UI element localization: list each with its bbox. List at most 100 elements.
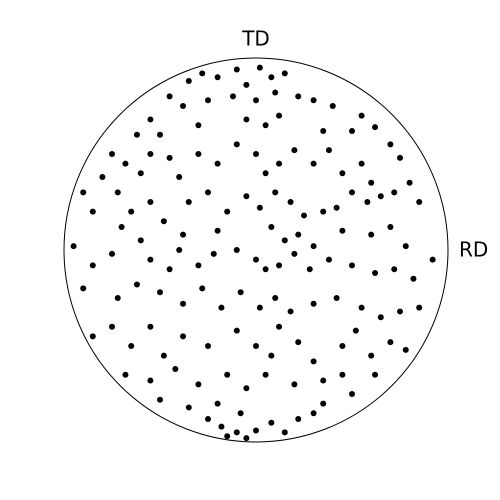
point xyxy=(243,116,250,123)
point xyxy=(195,122,202,129)
point xyxy=(99,174,106,181)
point xyxy=(262,122,269,129)
point xyxy=(253,256,259,263)
point xyxy=(185,199,192,205)
point xyxy=(233,429,240,436)
point xyxy=(180,231,187,238)
right-label: RD xyxy=(459,238,488,262)
point xyxy=(291,147,298,154)
point xyxy=(276,160,283,167)
point xyxy=(387,223,394,230)
point xyxy=(256,204,263,211)
point xyxy=(387,339,394,346)
point xyxy=(147,199,154,205)
point xyxy=(272,189,279,196)
point xyxy=(253,427,259,434)
point xyxy=(166,93,173,100)
point xyxy=(368,352,375,359)
point xyxy=(133,281,140,288)
point xyxy=(291,250,298,257)
point xyxy=(295,231,302,238)
point xyxy=(320,208,327,215)
point xyxy=(205,415,211,422)
point xyxy=(147,323,154,330)
point xyxy=(237,410,244,417)
point xyxy=(89,208,96,215)
point xyxy=(306,266,313,273)
point xyxy=(368,179,375,186)
point xyxy=(268,74,275,81)
point xyxy=(180,300,187,307)
point xyxy=(89,262,96,269)
point xyxy=(268,419,275,426)
point xyxy=(301,212,307,219)
point xyxy=(406,179,413,186)
point xyxy=(349,127,355,134)
point xyxy=(180,333,187,340)
point xyxy=(268,223,275,230)
point xyxy=(128,343,135,349)
point xyxy=(349,391,355,397)
point xyxy=(224,208,231,215)
point xyxy=(281,70,288,77)
point xyxy=(262,371,269,378)
point xyxy=(276,112,283,119)
point xyxy=(147,116,154,123)
point xyxy=(137,237,144,244)
point xyxy=(276,262,283,269)
point xyxy=(339,170,346,177)
point xyxy=(281,429,288,436)
point xyxy=(160,218,167,225)
point xyxy=(333,295,340,301)
point xyxy=(243,81,250,88)
point xyxy=(310,160,317,167)
point xyxy=(397,308,403,315)
point xyxy=(157,396,163,403)
point xyxy=(325,147,332,154)
point xyxy=(253,343,259,349)
point xyxy=(224,433,231,440)
point xyxy=(205,189,211,196)
point xyxy=(243,435,250,442)
point xyxy=(358,112,365,119)
point xyxy=(233,66,240,73)
point xyxy=(109,250,115,257)
point xyxy=(243,193,250,200)
point xyxy=(377,314,384,321)
point xyxy=(137,170,144,177)
point xyxy=(387,141,394,148)
point xyxy=(358,160,365,167)
point xyxy=(214,227,221,234)
point xyxy=(352,327,359,334)
point xyxy=(109,151,115,157)
point xyxy=(185,404,192,411)
point xyxy=(229,93,236,100)
point xyxy=(372,270,379,277)
point xyxy=(402,346,409,353)
point xyxy=(114,189,121,196)
point xyxy=(214,74,221,81)
point xyxy=(333,204,340,211)
point xyxy=(214,160,221,167)
point xyxy=(329,103,336,109)
point xyxy=(166,266,173,273)
point xyxy=(166,154,173,161)
point xyxy=(358,304,365,311)
point xyxy=(176,247,183,253)
point xyxy=(243,385,250,392)
point xyxy=(199,285,206,292)
point xyxy=(176,174,183,181)
point xyxy=(262,170,269,177)
point xyxy=(233,247,240,253)
point xyxy=(199,70,206,77)
point xyxy=(268,352,275,359)
point xyxy=(253,97,259,104)
point xyxy=(410,275,417,282)
point xyxy=(224,371,231,378)
point xyxy=(195,262,202,269)
point xyxy=(295,93,302,100)
point xyxy=(339,227,346,234)
point xyxy=(70,243,77,250)
